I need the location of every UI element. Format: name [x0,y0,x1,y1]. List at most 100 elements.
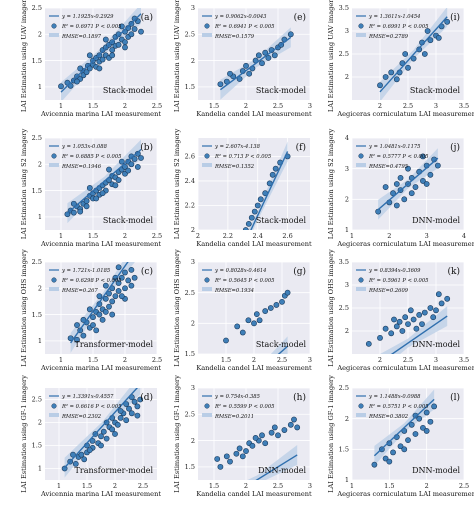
scatter-point [125,167,132,174]
x-tick-label: 3 [434,102,438,110]
y-axis-label: LAI Estimation using UAV imagery [327,0,335,112]
scatter-point [421,309,428,316]
y-tick-label: 3 [191,4,195,12]
y-tick-label: 2 [345,196,349,204]
legend-band-icon [356,287,366,291]
y-tick-label: 2.5 [339,384,349,392]
scatter-point [371,461,378,468]
y-tick-label: 3 [345,165,349,173]
scatter-point [106,303,112,310]
scatter-point [77,65,84,72]
scatter-point [74,322,80,328]
scatter-point [435,291,442,298]
scatter-point [112,182,119,189]
scatter-point [281,427,288,433]
scatter-point [122,39,128,46]
scatter-point [410,316,417,323]
scatter-point [391,316,397,323]
scatter-point [103,435,110,442]
model-name: Stack-model [103,216,154,225]
x-tick-label: 2 [196,232,200,240]
scatter-point [399,328,406,334]
scatter-point [123,401,130,407]
x-axis-label: Avicennia marina LAI measurement [40,240,161,248]
legend-r2: R² = 0.6971 P < 0.005 [61,24,121,30]
scatter-point [427,418,434,425]
scatter-point [405,321,411,327]
scatter-point [83,203,90,210]
scatter-point [377,82,383,89]
scatter-point [420,153,426,160]
scatter-point [99,56,106,63]
scatter-point [416,46,423,53]
scatter-point [70,200,77,207]
legend-equation: y = 1.1488x-0.0988 [368,394,421,400]
scatter-point [243,62,249,69]
scatter-point [405,165,411,172]
y-tick-label: 2.5 [185,289,195,297]
legend-point-icon [358,153,364,159]
legend-point-icon [204,23,210,29]
scatter-point [122,44,128,51]
legend-r2: R² = 0.6941 P < 0.005 [214,24,274,30]
scatter-point [86,447,93,453]
x-tick-label: 2.5 [273,482,283,490]
y-tick-label: 1 [345,476,349,484]
scatter-point [419,321,425,327]
legend-r2: R² = 0.5599 P < 0.005 [214,404,274,410]
y-tick-label: 2.5 [339,304,349,312]
x-tick-label: 1 [59,356,63,364]
scatter-point [236,445,243,452]
x-tick-label: 2.2 [223,232,233,240]
legend-rmse: RMSE=0.1897 [61,34,102,40]
scatter-panel-b: 1 1.5 2 2.5 1 1.5 2 2.5 y = 1.053x-0.088 R² = 0.6… [20,129,162,248]
scatter-panel-d: 1 1.5 2 2.5 1 1.5 2 2.5 y = 1.3391x-0.4557 R² = 0… [20,375,161,498]
y-axis-label: LAI Estimation using S2 imagery [20,129,28,240]
scatter-point [109,426,116,433]
scatter-point [131,274,138,281]
x-tick-label: 2 [244,482,248,490]
scatter-panel-i: 2 2.5 3 3.5 2 2.5 3 3.5 y = 1.3611x-1.0454 R² = 0… [327,0,474,118]
scatter-point [90,322,96,328]
fit-line [219,36,292,91]
legend-rmse: RMSE=0.267 [61,288,98,294]
x-tick-label: 2.5 [152,232,162,240]
legend-equation: y = 1.721x-1.0185 [61,268,110,274]
panel-label: (l) [450,392,460,403]
legend-point-icon [204,403,210,409]
scatter-point [269,171,276,178]
scatter-point [259,432,265,439]
scatter-point [134,403,141,410]
y-tick-label: 1.5 [32,57,42,65]
scatter-point [234,252,239,257]
scatter-point [416,415,423,422]
scatter-point [416,311,423,318]
scatter-point [138,155,144,161]
panel-label: (i) [450,12,460,23]
scatter-point [251,320,257,327]
model-name: Transformer-model [75,340,154,349]
scatter-point [137,396,144,403]
x-tick-label: 2.5 [403,356,413,364]
scatter-point [118,23,125,30]
scatter-point [402,314,409,321]
panel-label: (b) [140,142,153,153]
scatter-point [138,28,144,35]
x-tick-label: 2.5 [152,356,162,364]
scatter-point [86,52,93,59]
x-tick-label: 2.5 [277,356,287,364]
scatter-point [86,65,93,72]
model-name: DNN-model [412,216,460,225]
scatter-point [262,308,269,314]
scatter-point [109,52,116,59]
scatter-point [287,421,294,428]
legend-r2: R² = 0.5777 P < 0.005 [368,154,428,160]
legend-r2: R² = 0.6298 P < 0.005 [61,278,121,284]
x-tick-label: 3.5 [459,356,469,364]
y-axis-label: LAI Estimation using GF-1 imagery [20,375,28,493]
scatter-point [122,285,128,292]
panel-label: (d) [140,392,153,403]
scatter-point [114,421,121,428]
